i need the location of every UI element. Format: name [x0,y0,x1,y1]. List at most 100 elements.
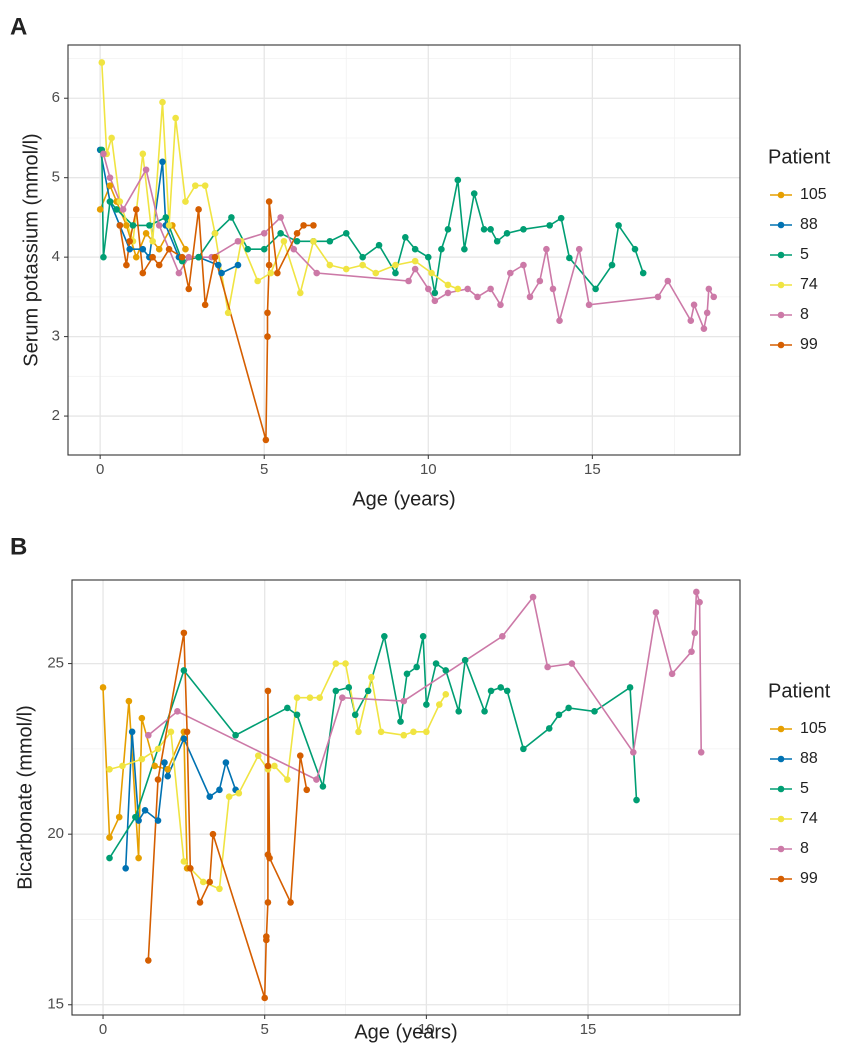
data-point [544,663,551,671]
data-point [372,269,380,277]
data-point [199,878,207,886]
data-point [98,59,106,66]
legend-label: 99 [800,870,818,887]
data-point [284,704,291,712]
data-point [690,301,698,309]
data-point [287,899,294,906]
data-point [264,687,272,695]
data-point [310,222,317,229]
plot-background [72,580,740,1015]
data-point [555,711,563,719]
plot-background [68,45,740,455]
data-point [392,261,399,269]
data-point [359,261,366,269]
legend-point [777,755,785,763]
data-point [162,214,170,221]
legend-label: 105 [800,720,827,737]
data-point [138,755,146,763]
data-point [125,697,133,705]
data-point [592,285,599,293]
data-point [410,728,417,736]
legend-label: 105 [800,186,827,203]
series-line [102,687,188,869]
data-point [185,253,193,261]
legend-title: Patient [768,146,831,168]
data-point [503,687,511,695]
data-point [164,772,172,780]
data-point [145,957,152,964]
series-line [101,62,459,313]
data-point [293,237,301,245]
data-point [116,222,124,229]
data-point [277,230,284,237]
data-point [155,245,163,253]
legend-point [777,221,785,229]
data-point [464,285,471,293]
data-point [167,728,175,736]
data-point [129,222,137,229]
data-point [234,261,242,269]
data-point [196,899,204,906]
data-point [536,277,544,285]
data-point [300,222,307,229]
legend-title: Patient [768,680,831,702]
data-point [265,198,273,205]
data-point [319,783,327,790]
data-point [405,277,412,285]
data-point [264,762,272,770]
data-point [123,222,130,229]
data-point [146,222,153,229]
data-point [497,301,504,309]
data-point [546,222,553,229]
plot-border [71,579,741,1016]
data-point [149,237,156,245]
data-point [122,864,129,872]
data-point [126,237,133,245]
data-point [182,245,189,253]
legend-point [777,191,785,199]
data-point [108,134,115,142]
x-axis-title: Age (years) [354,1021,457,1043]
data-point [693,588,700,596]
data-point [316,694,323,702]
y-tick-label: 6 [52,89,60,106]
data-point [154,817,162,824]
legend-label: 8 [800,840,809,857]
x-tick-label: 15 [580,1021,597,1038]
data-point [261,994,269,1002]
data-point [228,214,235,221]
data-point [654,293,662,301]
legend-point [777,281,785,289]
data-point [206,793,214,800]
data-point [296,752,304,760]
data-point [413,663,420,671]
x-axis-title: Age (years) [352,488,455,510]
data-point [368,673,375,681]
data-point [402,233,409,241]
y-tick-label: 20 [47,825,64,842]
data-point [106,854,113,862]
legend-label: 8 [800,306,809,323]
data-point [608,261,616,269]
data-point [264,309,271,317]
data-point [100,253,107,261]
data-point [192,182,199,189]
data-point [507,269,514,277]
data-point [342,230,350,237]
data-point [154,776,162,783]
data-point [293,694,301,702]
y-tick-label: 4 [52,248,60,265]
data-point [411,245,419,253]
series-line [119,201,314,441]
data-point [480,226,488,233]
data-point [123,261,130,269]
data-point [106,174,114,181]
data-point [565,704,572,712]
data-point [520,261,527,269]
data-point [106,182,114,189]
x-tick-label: 5 [260,461,268,478]
data-point [180,629,188,637]
data-point [262,436,270,444]
data-point [631,245,639,253]
